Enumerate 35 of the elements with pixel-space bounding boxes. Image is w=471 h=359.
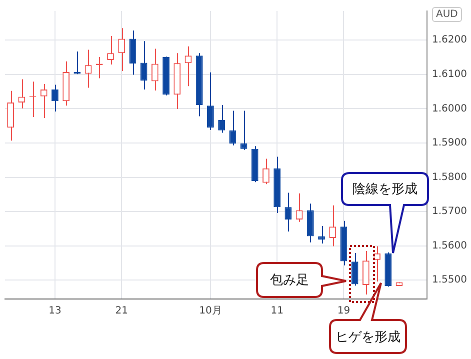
candlestick <box>240 110 248 150</box>
candlestick <box>151 48 158 92</box>
y-tick-label: 1.5900 <box>432 138 467 149</box>
candlestick <box>207 72 214 130</box>
x-tick-label: 19 <box>337 306 350 317</box>
candlestick <box>129 30 136 76</box>
candlestick <box>40 84 48 118</box>
candlestick <box>52 84 58 112</box>
annotation: 陰線を形成 <box>352 181 418 198</box>
x-tick-label: 10月 <box>199 306 222 317</box>
annotation: 包み足 <box>269 272 310 289</box>
x-tick-label: 11 <box>270 306 284 317</box>
candlestick <box>351 252 358 286</box>
candlestick <box>284 192 292 232</box>
y-tick-label: 1.5700 <box>432 206 467 218</box>
candlestick <box>362 250 370 296</box>
candlestick <box>374 246 380 282</box>
candlestick <box>184 46 192 87</box>
y-tick-label: 1.6100 <box>432 69 467 80</box>
text: ヒゲを形成 <box>334 329 402 346</box>
y-tick-label: 1.5600 <box>432 240 467 252</box>
candlestick <box>118 28 126 72</box>
y-tick-label: 1.6200 <box>432 34 467 46</box>
candlestick <box>84 49 92 88</box>
candlestick <box>18 78 26 109</box>
candlestick <box>229 110 236 146</box>
candlestick <box>262 158 270 185</box>
candlestick <box>140 40 148 90</box>
y-tick-label: 1.5800 <box>432 172 467 183</box>
x-tick-label: 21 <box>115 306 128 317</box>
candlestick <box>7 90 14 142</box>
y-tick-label: 1.5500 <box>432 274 467 286</box>
y-axis-title: AUD <box>432 7 462 22</box>
x-tick-label: 13 <box>48 306 62 317</box>
y-tick-label: 1.6000 <box>432 103 467 114</box>
